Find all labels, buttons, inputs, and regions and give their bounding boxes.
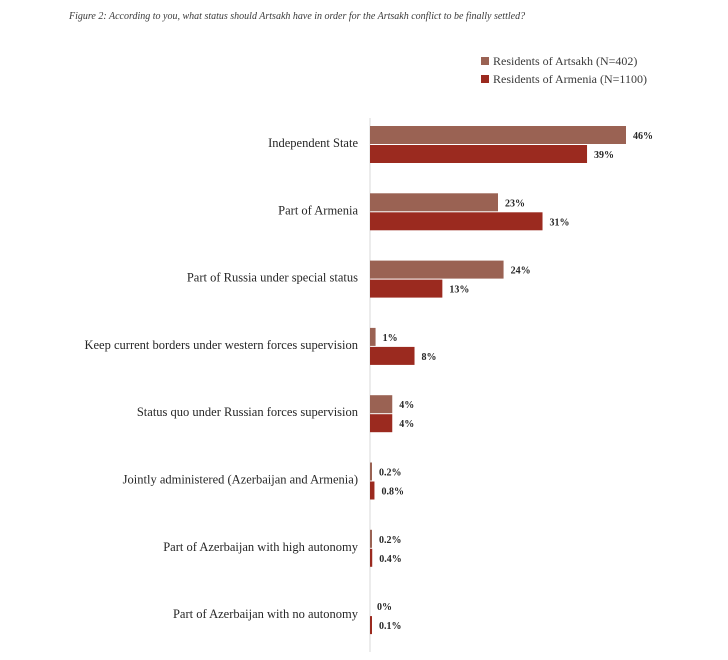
legend-item-armenia: Residents of Armenia (N=1100)	[481, 70, 647, 88]
bar-artsakh	[370, 395, 393, 414]
category-label: Part of Azerbaijan with high autonomy	[163, 540, 359, 554]
data-label: 39%	[594, 150, 614, 161]
bar-artsakh	[370, 327, 376, 346]
data-label: 46%	[633, 131, 653, 142]
category-label: Part of Azerbaijan with no autonomy	[173, 607, 359, 621]
bar-artsakh	[370, 260, 504, 279]
category-label: Part of Russia under special status	[187, 271, 358, 285]
data-label: 8%	[422, 352, 437, 363]
bar-armenia	[370, 548, 373, 567]
category-label: Jointly administered (Azerbaijan and Arm…	[123, 473, 358, 487]
category-label: Status quo under Russian forces supervis…	[137, 405, 359, 419]
data-label: 31%	[550, 217, 570, 228]
chart-legend: Residents of Artsakh (N=402) Residents o…	[481, 52, 647, 88]
bar-armenia	[370, 414, 393, 433]
bar-armenia	[370, 616, 372, 635]
bar-armenia	[370, 346, 415, 365]
data-label: 0%	[377, 602, 392, 613]
data-label: 0.8%	[381, 487, 404, 498]
legend-label-armenia: Residents of Armenia (N=1100)	[493, 71, 647, 86]
bar-artsakh	[370, 462, 372, 481]
category-label: Part of Armenia	[278, 203, 358, 217]
data-label: 0.1%	[379, 621, 402, 632]
bar-armenia	[370, 212, 543, 231]
bar-artsakh	[370, 126, 626, 144]
chart-title: Figure 2: According to you, what status …	[69, 11, 526, 22]
category-label: Keep current borders under western force…	[84, 338, 358, 352]
bar-artsakh	[370, 193, 498, 212]
legend-label-artsakh: Residents of Artsakh (N=402)	[493, 53, 638, 68]
legend-swatch-armenia	[481, 75, 489, 83]
bar-artsakh	[370, 529, 372, 548]
data-label: 0.4%	[379, 554, 402, 565]
data-label: 13%	[449, 285, 469, 296]
data-label: 4%	[399, 419, 414, 430]
data-label: 1%	[383, 333, 398, 344]
data-label: 4%	[399, 400, 414, 411]
legend-item-artsakh: Residents of Artsakh (N=402)	[481, 52, 647, 70]
bar-armenia	[370, 145, 588, 163]
bar-armenia	[370, 481, 375, 500]
data-label: 23%	[505, 198, 525, 209]
category-label: Independent State	[268, 136, 358, 150]
data-label: 24%	[511, 266, 531, 277]
data-label: 0.2%	[379, 468, 402, 479]
data-label: 0.2%	[379, 535, 402, 546]
legend-swatch-artsakh	[481, 57, 489, 65]
bar-armenia	[370, 279, 443, 298]
